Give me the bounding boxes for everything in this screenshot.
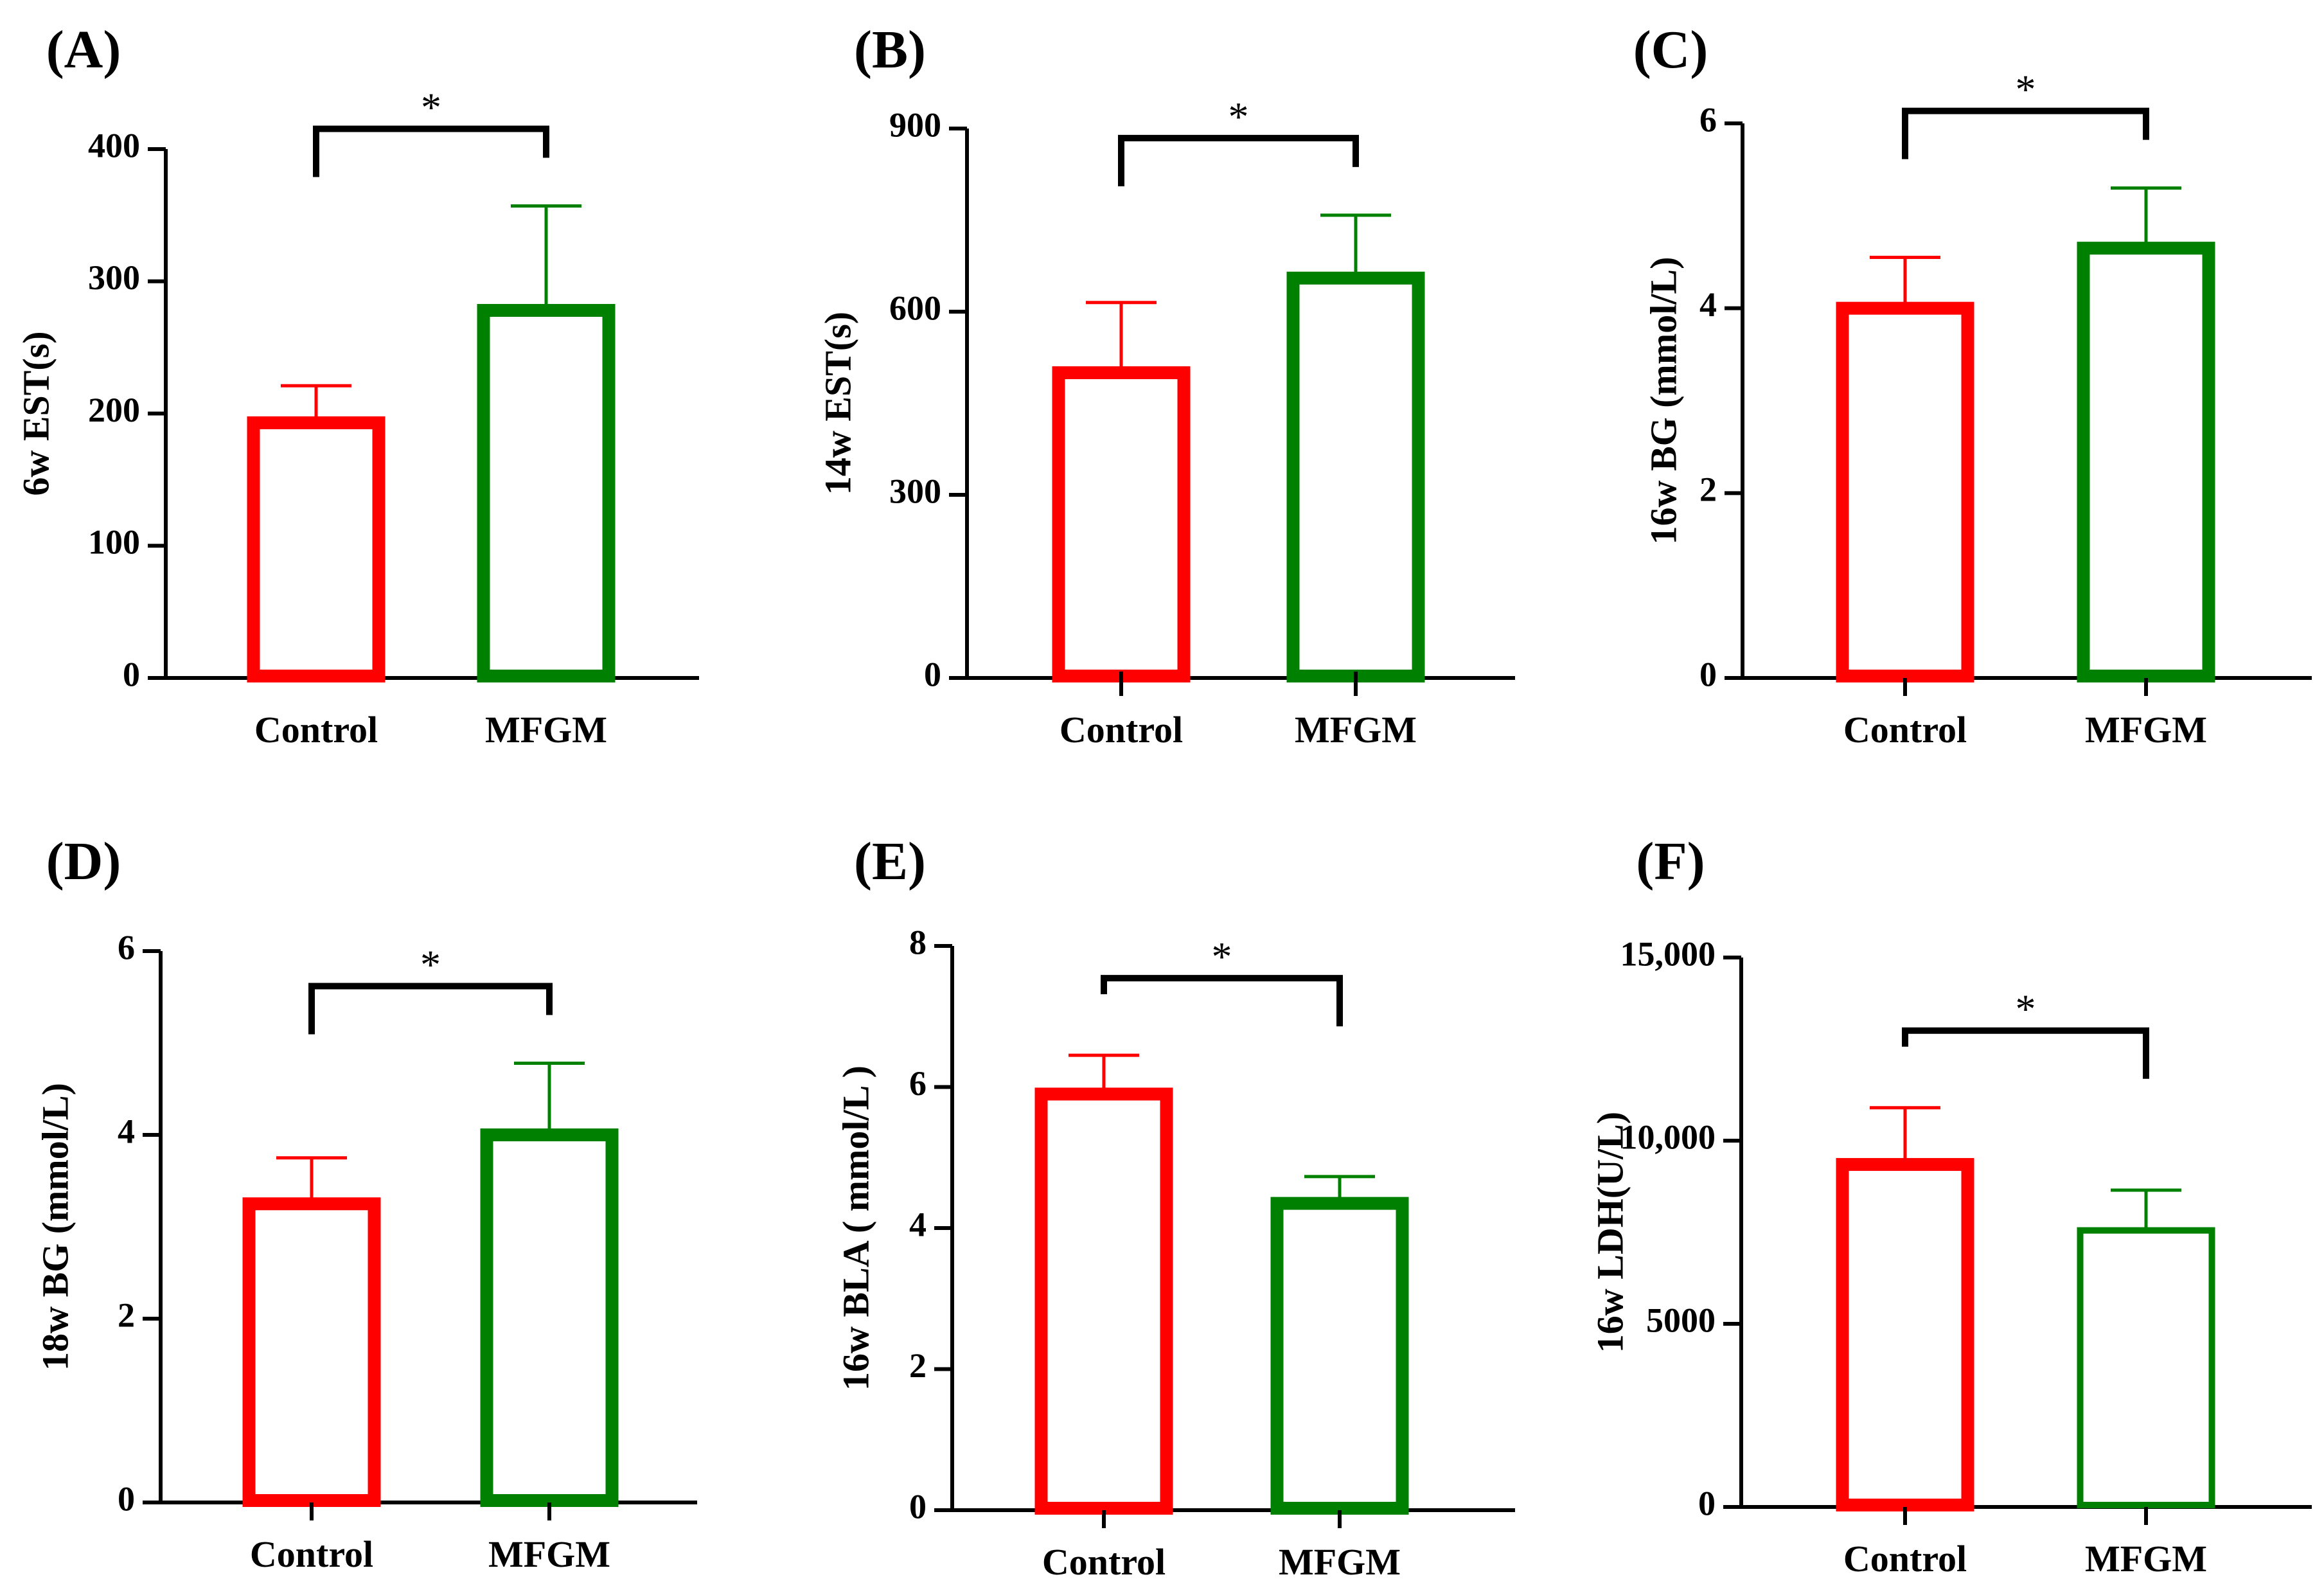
y-tick-label: 300 (889, 472, 941, 510)
y-tick-label: 2 (909, 1346, 927, 1385)
y-tick-label: 0 (1698, 1484, 1716, 1522)
y-tick-label: 0 (1699, 655, 1717, 693)
panel-c: (C) 16w BG (mmol/L) 0 2 4 6 Control MFGM * (1633, 20, 2312, 751)
bar-control (1836, 301, 1974, 682)
y-tick-label: 4 (1699, 285, 1717, 324)
panel-label: (C) (1633, 20, 1708, 80)
bar-mfgm (2077, 242, 2215, 682)
y-tick-label: 2 (1699, 470, 1717, 509)
panel-d: (D) 18w BG (mmol/L) 0 2 4 6 Control MFGM * (34, 832, 697, 1575)
panel-e: (E) 16w BLA ( mmol/L ) 0 2 4 6 8 Control MFGM * (835, 832, 1515, 1583)
significance-bracket (313, 125, 549, 177)
significance-star: * (1229, 94, 1249, 139)
category-label: Control (1042, 1541, 1166, 1583)
y-tick-label: 10,000 (1620, 1118, 1716, 1156)
significance-star: * (2016, 67, 2036, 112)
significance-bracket (1902, 1027, 2149, 1079)
significance-star: * (421, 84, 441, 130)
bar-mfgm (477, 304, 616, 682)
category-label: MFGM (488, 1533, 610, 1575)
y-tick-label: 4 (118, 1112, 135, 1150)
panel-a: (A) 6w EST(s) 0 100 200 300 400 Control MFGM * (15, 20, 699, 751)
significance-star: * (420, 941, 441, 987)
y-tick-label: 15,000 (1620, 934, 1716, 973)
panel-label: (B) (854, 20, 926, 80)
category-label: Control (254, 709, 378, 751)
category-label: MFGM (2085, 709, 2207, 751)
bar-control (1052, 366, 1191, 682)
y-tick-label: 600 (889, 289, 941, 327)
category-label: MFGM (1295, 709, 1417, 751)
y-axis-title: 16w BLA ( mmol/L ) (835, 1065, 876, 1391)
significance-bracket (1101, 975, 1343, 1027)
significance-bracket (308, 983, 553, 1035)
category-label: MFGM (2085, 1538, 2207, 1580)
panel-label: (E) (854, 832, 926, 891)
bar-mfgm (2077, 1227, 2215, 1509)
y-axis-title: 16w BG (mmol/L) (1642, 257, 1684, 545)
significance-star: * (1212, 934, 1232, 979)
panel-label: (A) (46, 20, 121, 80)
significance-bracket (1902, 107, 2149, 159)
panel-f: (F) 16w LDH(U/L) 0 5000 10,000 15,000 Control M… (1589, 832, 2312, 1580)
y-tick-label: 900 (889, 105, 941, 144)
y-axis-title: 6w EST(s) (15, 331, 57, 495)
y-tick-label: 0 (924, 655, 941, 693)
y-tick-label: 0 (118, 1479, 135, 1518)
y-tick-label: 6 (1699, 100, 1717, 139)
y-axis-title: 16w LDH(U/L) (1589, 1112, 1631, 1353)
bar-control (1836, 1158, 1974, 1512)
category-label: Control (250, 1533, 373, 1575)
bar-control (242, 1197, 381, 1507)
y-tick-label: 100 (88, 523, 140, 562)
y-tick-label: 0 (909, 1487, 927, 1526)
y-tick-label: 6 (909, 1064, 927, 1103)
category-label: Control (1060, 709, 1183, 751)
bar-mfgm (480, 1128, 619, 1507)
panel-label: (F) (1636, 832, 1705, 891)
bar-control (1034, 1087, 1173, 1515)
significance-star: * (2016, 986, 2036, 1032)
y-axis-title: 14w EST(s) (817, 312, 858, 495)
y-tick-label: 5000 (1646, 1301, 1716, 1339)
panel-b: (B) 14w EST(s) 0 300 600 900 Control MFGM * (817, 20, 1515, 751)
panel-label: (D) (46, 832, 121, 891)
bar-control (247, 416, 386, 683)
significance-bracket (1118, 134, 1359, 186)
y-tick-label: 300 (88, 258, 140, 297)
y-tick-label: 0 (123, 655, 140, 693)
y-tick-label: 2 (118, 1296, 135, 1334)
category-label: Control (1843, 1538, 1967, 1580)
category-label: MFGM (1279, 1541, 1401, 1583)
y-tick-label: 8 (909, 923, 927, 961)
y-tick-label: 200 (88, 391, 140, 429)
category-label: MFGM (485, 709, 607, 751)
y-axis-title: 18w BG (mmol/L) (34, 1083, 76, 1371)
category-label: Control (1843, 709, 1967, 751)
bar-mfgm (1270, 1197, 1409, 1515)
y-tick-label: 6 (118, 928, 135, 967)
y-tick-label: 4 (909, 1205, 927, 1243)
bar-mfgm (1286, 271, 1425, 682)
y-tick-label: 400 (88, 126, 140, 165)
